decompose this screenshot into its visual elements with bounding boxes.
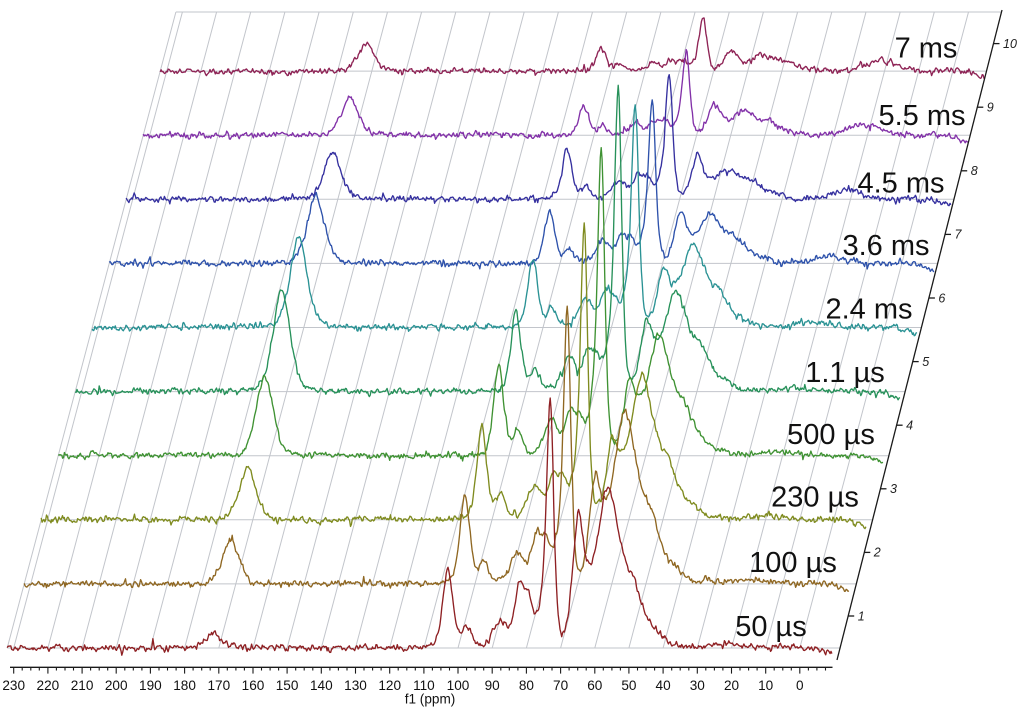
svg-text:6: 6 [938, 291, 945, 305]
svg-text:50: 50 [621, 678, 637, 693]
svg-text:5.5 ms: 5.5 ms [878, 100, 965, 132]
svg-text:50 µs: 50 µs [735, 611, 807, 643]
svg-text:3: 3 [890, 482, 897, 496]
svg-text:90: 90 [485, 678, 501, 693]
svg-text:100 µs: 100 µs [749, 547, 837, 579]
svg-text:4: 4 [906, 419, 913, 433]
svg-text:180: 180 [173, 678, 196, 693]
svg-text:40: 40 [656, 678, 672, 693]
svg-text:2.4 ms: 2.4 ms [825, 294, 912, 326]
svg-text:170: 170 [207, 678, 230, 693]
svg-text:1: 1 [858, 609, 865, 623]
svg-text:f1 (ppm): f1 (ppm) [405, 692, 456, 707]
svg-text:120: 120 [378, 678, 401, 693]
svg-text:2: 2 [873, 546, 881, 560]
svg-text:70: 70 [553, 678, 569, 693]
svg-text:20: 20 [724, 678, 740, 693]
svg-text:60: 60 [587, 678, 603, 693]
svg-text:8: 8 [971, 164, 978, 178]
svg-text:10: 10 [758, 678, 774, 693]
svg-text:230: 230 [2, 678, 25, 693]
svg-text:160: 160 [242, 678, 265, 693]
svg-text:200: 200 [105, 678, 128, 693]
svg-text:5: 5 [922, 355, 929, 369]
svg-text:150: 150 [276, 678, 299, 693]
svg-text:210: 210 [71, 678, 94, 693]
svg-text:9: 9 [987, 101, 994, 115]
svg-text:0: 0 [796, 678, 804, 693]
svg-text:10: 10 [1003, 37, 1017, 51]
svg-text:4.5 ms: 4.5 ms [857, 168, 944, 200]
svg-text:190: 190 [139, 678, 162, 693]
svg-text:130: 130 [344, 678, 367, 693]
svg-text:220: 220 [37, 678, 60, 693]
svg-text:100: 100 [447, 678, 470, 693]
svg-text:3.6 ms: 3.6 ms [842, 230, 929, 262]
svg-text:80: 80 [519, 678, 535, 693]
svg-text:7 ms: 7 ms [895, 33, 958, 65]
svg-text:230 µs: 230 µs [771, 482, 859, 514]
svg-text:30: 30 [690, 678, 706, 693]
svg-text:500 µs: 500 µs [787, 419, 875, 451]
svg-text:1.1 µs: 1.1 µs [805, 357, 885, 389]
svg-text:110: 110 [413, 678, 435, 693]
svg-text:140: 140 [310, 678, 333, 693]
svg-text:7: 7 [955, 228, 963, 242]
